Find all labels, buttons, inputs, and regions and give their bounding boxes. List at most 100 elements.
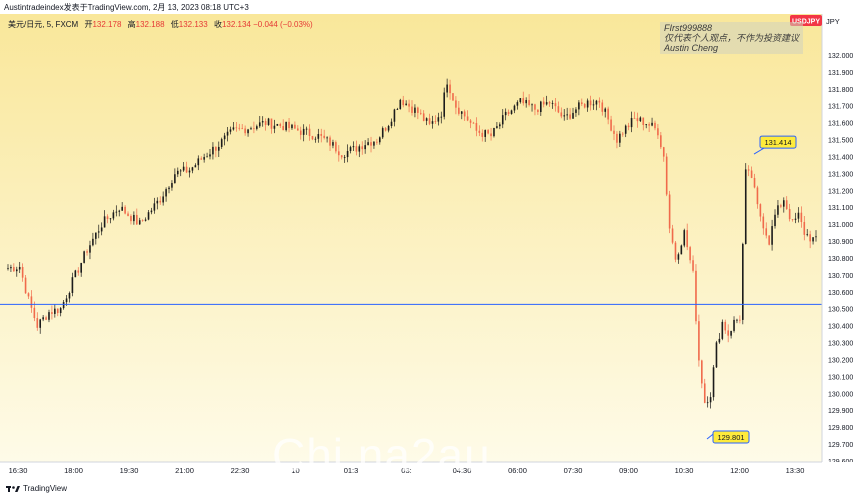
y-tick-label: 131.300: [828, 171, 853, 178]
candle-body: [651, 122, 653, 126]
candle-body: [709, 397, 712, 403]
candle-body: [65, 298, 68, 303]
candle-body: [168, 187, 170, 190]
tradingview-brand: TradingView: [23, 484, 68, 493]
candle-body: [124, 206, 126, 214]
candle-body: [534, 104, 536, 110]
candle-body: [361, 146, 364, 150]
candle-body: [800, 212, 803, 223]
candle-body: [569, 114, 571, 119]
candle-body: [583, 104, 586, 108]
y-tick-label: 130.400: [828, 324, 853, 331]
candle-body: [630, 118, 633, 128]
candle-body: [54, 308, 56, 314]
candle-body: [71, 277, 74, 293]
candle-body: [209, 154, 211, 157]
candle-body: [633, 118, 636, 119]
candle-body: [326, 137, 328, 139]
candle-body: [782, 200, 785, 207]
candle-body: [668, 194, 671, 229]
candle-body: [206, 156, 208, 158]
candle-body: [481, 132, 484, 137]
y-tick-label: 129.700: [828, 442, 853, 449]
candle-body: [463, 111, 466, 117]
candle-body: [261, 121, 264, 123]
candle-body: [378, 137, 381, 143]
candle-body: [537, 109, 539, 113]
candle-body: [89, 245, 91, 253]
x-tick-label: 01:3: [344, 466, 359, 475]
x-tick-label: 13:30: [786, 466, 805, 475]
candle-body: [665, 156, 668, 195]
candle-body: [803, 222, 806, 235]
candle-body: [97, 231, 100, 233]
x-tick-label: 18:00: [64, 466, 83, 475]
candle-body: [607, 108, 609, 120]
candle-body: [654, 122, 656, 129]
candle-body: [765, 228, 768, 236]
candle-body: [95, 232, 97, 239]
candle-body: [575, 109, 577, 113]
y-tick-label: 132.000: [828, 53, 853, 60]
candle-body: [563, 115, 566, 117]
candle-body: [414, 107, 416, 113]
time-scale-background: [0, 462, 864, 480]
candle-body: [387, 126, 390, 131]
annotation-tag[interactable]: [712, 430, 750, 444]
author-note-line3: Austin Cheng: [664, 43, 719, 53]
candle-body: [548, 102, 551, 104]
candle-body: [59, 308, 62, 314]
candle-body: [384, 128, 387, 131]
candle-body: [797, 212, 800, 219]
candle-body: [273, 125, 276, 129]
candle-body: [510, 110, 513, 114]
candle-body: [417, 107, 419, 113]
time-axis[interactable]: 16:30 18:00 19:30 21:00 22:30 10 01:3 03: 04:30 0…: [9, 466, 805, 475]
candle-body: [601, 102, 604, 112]
candle-body: [13, 267, 15, 272]
candle-body: [185, 166, 188, 173]
y-tick-label: 130.100: [828, 374, 853, 381]
annotation-label: 129.801: [717, 433, 744, 442]
candle-body: [595, 100, 598, 105]
open-value: 132.178: [92, 20, 122, 29]
candle-body: [317, 134, 320, 139]
candle-body: [674, 242, 677, 260]
candle-body: [736, 319, 738, 321]
candle-body: [156, 200, 159, 204]
tradingview-footer[interactable]: TradingView: [6, 484, 67, 493]
candle-body: [162, 196, 164, 203]
y-tick-label: 131.200: [828, 188, 853, 195]
symbol-label[interactable]: 美元/日元, 5, FXCM: [8, 20, 79, 29]
overlay-watermark: Chi na2au: [272, 429, 491, 481]
candle-body: [68, 292, 71, 299]
candle-body: [501, 115, 504, 125]
candle-body: [297, 128, 299, 131]
candle-body: [499, 124, 501, 127]
candle-body: [250, 128, 252, 130]
candle-body: [352, 146, 355, 148]
candle-body: [147, 212, 150, 220]
candle-body: [724, 321, 727, 331]
candle-body: [443, 92, 446, 117]
candle-body: [490, 133, 492, 137]
candle-body: [153, 203, 156, 211]
x-tick-label: 10:30: [675, 466, 694, 475]
candle-body: [112, 212, 115, 219]
candle-body: [92, 238, 94, 246]
x-tick-label: 10: [291, 466, 299, 475]
annotation-tag[interactable]: [759, 135, 797, 149]
candle-body: [756, 187, 759, 205]
candle-body: [42, 317, 44, 320]
x-tick-label: 21:00: [175, 466, 194, 475]
candle-body: [256, 126, 258, 129]
candle-body: [338, 151, 340, 156]
candles-layer: [7, 78, 817, 409]
candle-body: [115, 211, 118, 213]
x-tick-label: 16:30: [9, 466, 28, 475]
candle-body: [645, 124, 648, 126]
candle-body: [733, 319, 735, 331]
candle-body: [127, 213, 129, 216]
author-note-line1: FIrst999888: [664, 23, 713, 33]
